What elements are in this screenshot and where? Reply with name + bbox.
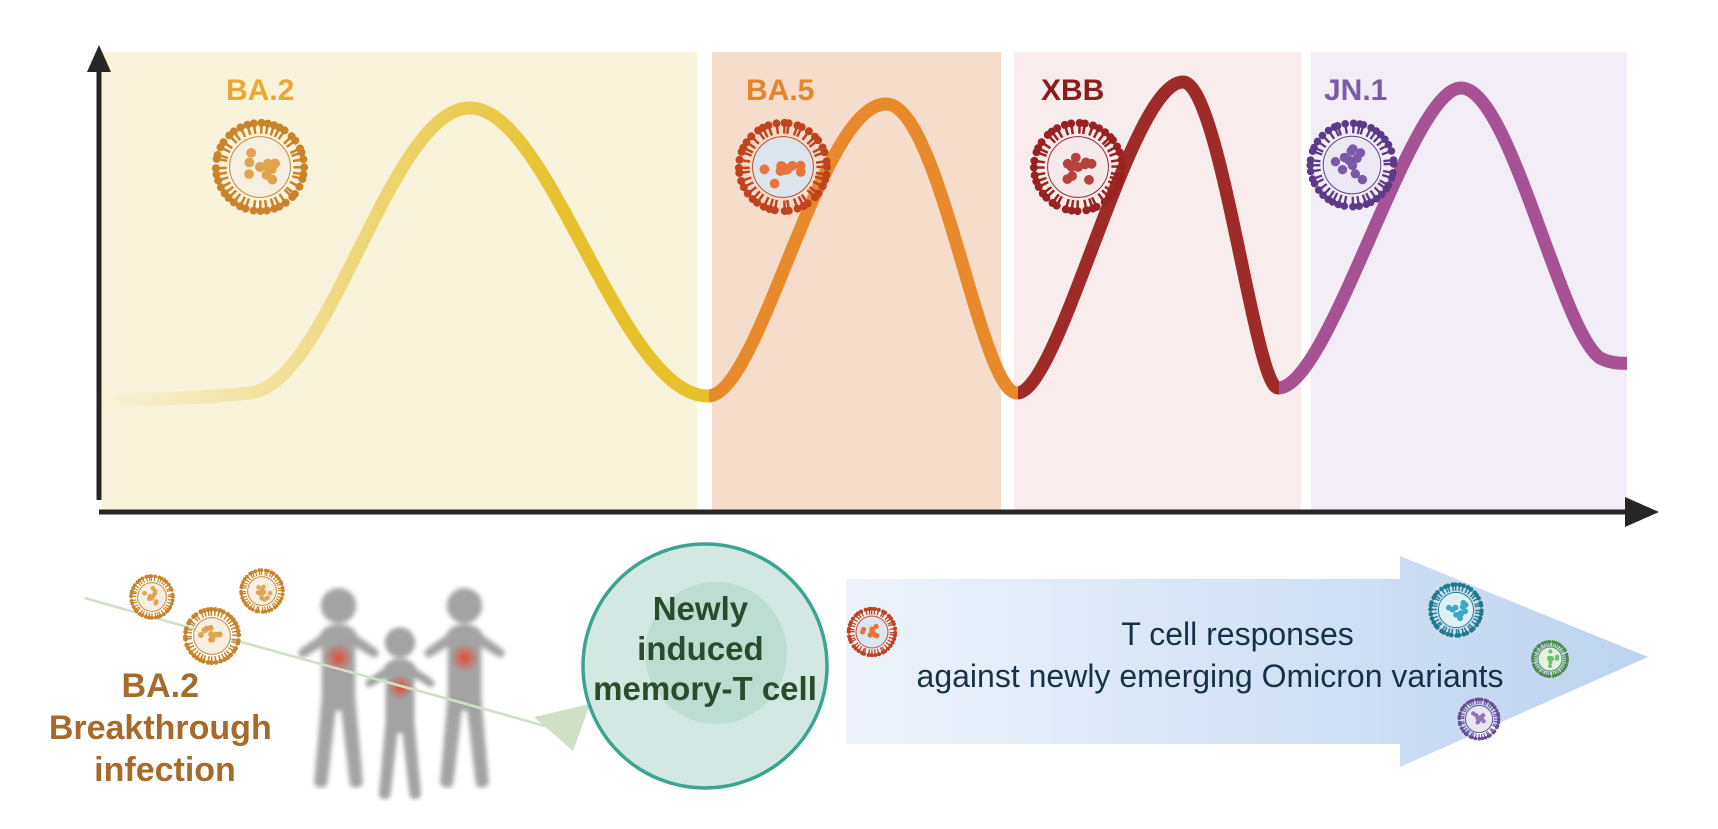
svg-text:BA.2 Breakthrough: BA.2 Breakthrough infection xyxy=(49,667,281,789)
